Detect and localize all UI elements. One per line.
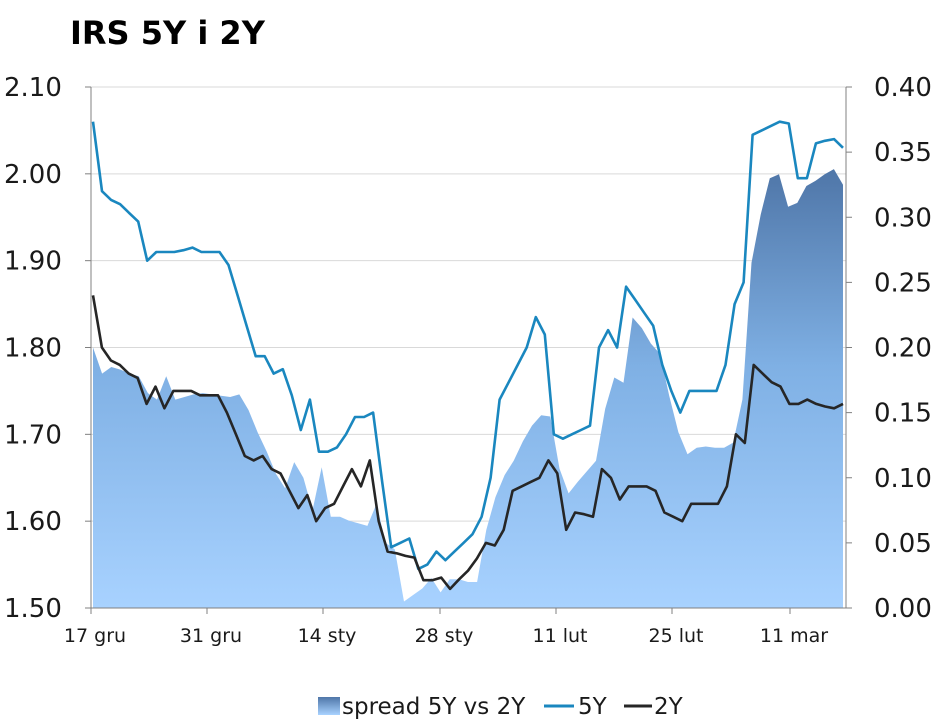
- left-tick-label: 1.60: [4, 507, 62, 537]
- x-tick-label: 28 sty: [415, 625, 474, 647]
- right-tick-label: 0.30: [874, 203, 932, 233]
- left-tick-label: 2.00: [4, 160, 62, 190]
- right-tick-label: 0.20: [874, 334, 932, 364]
- spread-area: [93, 169, 843, 608]
- right-tick-label: 0.40: [874, 73, 932, 103]
- x-tick-label: 11 mar: [760, 625, 828, 647]
- right-tick-label: 0.00: [874, 594, 932, 624]
- left-axis-ticks: 1.50 1.60 1.70 1.80 1.90 2.00 2.10: [4, 73, 91, 624]
- left-tick-label: 2.10: [4, 73, 62, 103]
- legend-label-2y: 2Y: [654, 694, 684, 720]
- right-tick-label: 0.05: [874, 529, 932, 559]
- x-tick-label: 11 lut: [533, 625, 588, 647]
- x-tick-label: 14 sty: [298, 625, 357, 647]
- right-axis-ticks: 0.00 0.05 0.10 0.15 0.20 0.25 0.30 0.35 0.40: [846, 73, 932, 624]
- left-tick-label: 1.80: [4, 334, 62, 364]
- x-tick-label: 31 gru: [180, 625, 242, 647]
- lines-layer: [91, 120, 844, 591]
- spread-area-layer: [93, 169, 843, 608]
- left-tick-label: 1.70: [4, 420, 62, 450]
- right-tick-label: 0.15: [874, 399, 932, 429]
- x-tick-label: 17 gru: [64, 625, 126, 647]
- right-tick-label: 0.10: [874, 464, 932, 494]
- left-tick-label: 1.90: [4, 247, 62, 277]
- legend-swatch-spread: [318, 697, 340, 715]
- legend: spread 5Y vs 2Y 5Y 2Y: [318, 694, 684, 720]
- left-tick-label: 1.50: [4, 594, 62, 624]
- legend-label-5y: 5Y: [578, 694, 608, 720]
- x-axis-ticks: 17 gru 31 gru 14 sty 28 sty 11 lut 25 lut 11 m…: [64, 608, 828, 647]
- right-tick-label: 0.25: [874, 268, 932, 298]
- legend-label-spread: spread 5Y vs 2Y: [342, 694, 526, 720]
- series-line-5y: [91, 120, 844, 571]
- chart-title: IRS 5Y i 2Y: [70, 14, 266, 52]
- x-tick-label: 25 lut: [649, 625, 704, 647]
- series-line-2y: [91, 295, 844, 591]
- right-tick-label: 0.35: [874, 138, 932, 168]
